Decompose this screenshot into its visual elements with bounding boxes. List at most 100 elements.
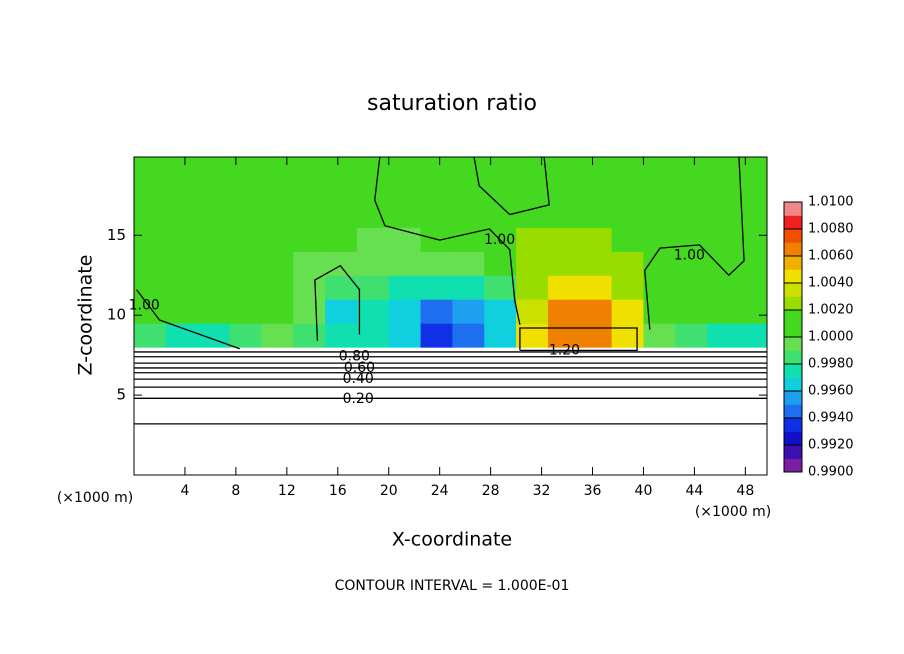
y-tick-label: 15 xyxy=(107,226,126,244)
field-cell xyxy=(643,203,676,228)
field-cell xyxy=(707,251,740,276)
field-cell xyxy=(261,251,294,276)
x-tick-label: 32 xyxy=(533,483,551,499)
field-cell xyxy=(484,157,517,180)
colorbar-swatch xyxy=(784,323,802,338)
colorbar-swatch xyxy=(784,418,802,432)
field-cell xyxy=(261,157,294,180)
field-cell xyxy=(547,275,581,300)
field-cell xyxy=(516,323,549,348)
field-cell xyxy=(516,179,549,204)
field-cell xyxy=(738,179,767,204)
field-cell xyxy=(707,275,740,300)
field-cell xyxy=(420,251,453,276)
contour-line xyxy=(374,157,521,325)
field-cell xyxy=(547,157,581,180)
field-cell xyxy=(356,323,390,348)
chart-title: saturation ratio xyxy=(367,91,537,116)
field-cell xyxy=(197,203,231,228)
field-cell xyxy=(611,275,644,300)
contour-line xyxy=(136,289,240,350)
field-cell xyxy=(420,157,453,180)
field-cell xyxy=(707,323,740,348)
field-cell xyxy=(420,179,453,204)
x-tick-label: 36 xyxy=(584,483,602,499)
field-cell xyxy=(197,251,231,276)
field-cell xyxy=(516,251,549,276)
field-cell xyxy=(388,251,422,276)
x-tick-label: 16 xyxy=(329,483,347,499)
x-tick-label: 20 xyxy=(380,483,398,499)
colorbar-swatch xyxy=(784,364,802,378)
field-cell xyxy=(388,179,422,204)
contour-line xyxy=(519,327,638,352)
field-cell xyxy=(707,299,740,324)
contour-label: 0.60 xyxy=(344,360,375,376)
field-cell xyxy=(134,157,167,180)
field-cell xyxy=(675,157,708,180)
x-tick-label: 8 xyxy=(231,483,240,499)
contour-label: 0.20 xyxy=(343,391,374,407)
colorbar-swatch xyxy=(784,391,802,405)
field-cell xyxy=(452,251,485,276)
contour-line xyxy=(473,157,550,216)
field-cell xyxy=(579,203,613,228)
colorbar-tick-label: 1.0100 xyxy=(808,195,854,210)
field-cell xyxy=(707,179,740,204)
colorbar-tick-label: 1.0060 xyxy=(808,249,854,264)
y-tick-label: 10 xyxy=(107,306,126,324)
field-cell xyxy=(738,323,767,348)
colorbar-swatch xyxy=(784,377,802,392)
field-cell xyxy=(134,275,167,300)
field-cell xyxy=(388,299,422,324)
field-cell xyxy=(293,179,326,204)
colorbar-swatch xyxy=(784,445,802,459)
x-tick-label: 4 xyxy=(180,483,189,499)
colorbar-tick-label: 0.9920 xyxy=(808,438,854,453)
field-cell xyxy=(547,203,581,228)
axes: 1.001.001.001.200.800.600.400.204 8 12 16 20… xyxy=(107,156,854,499)
field-cell xyxy=(516,299,549,324)
field-cell xyxy=(611,227,644,252)
colorbar-swatch xyxy=(784,431,802,446)
field-cell xyxy=(165,179,199,204)
field-cell xyxy=(325,227,358,252)
y-axis-label: Z-coordinate xyxy=(75,255,97,376)
field-cell xyxy=(579,227,613,252)
field-cell xyxy=(197,227,231,252)
field-cell xyxy=(547,251,581,276)
colorbar-tick-label: 0.9900 xyxy=(808,465,854,480)
field-cell xyxy=(261,299,294,324)
field-cell xyxy=(675,251,708,276)
contours xyxy=(134,157,767,425)
colorbar-tick-label: 1.0080 xyxy=(808,222,854,237)
colorbar-swatch xyxy=(784,215,802,230)
field-cell xyxy=(579,179,613,204)
field-cell xyxy=(197,275,231,300)
contour-label: 1.00 xyxy=(674,247,705,263)
field-cell xyxy=(579,157,613,180)
field-cell xyxy=(165,251,199,276)
field-cell xyxy=(229,299,262,324)
field-cell xyxy=(134,227,167,252)
contour-line xyxy=(644,157,745,330)
field-cell xyxy=(261,179,294,204)
field-cell xyxy=(293,157,326,180)
field-cell xyxy=(420,275,453,300)
contour-label: 0.40 xyxy=(343,371,374,387)
field-cell xyxy=(165,323,199,348)
field-cell xyxy=(675,179,708,204)
field-cell xyxy=(516,227,549,252)
field-cell xyxy=(484,275,517,300)
field-cell xyxy=(325,179,358,204)
x-axis-label: X-coordinate xyxy=(392,529,512,551)
field-cell xyxy=(134,299,167,324)
x-tick-label: 28 xyxy=(482,483,500,499)
field-cell xyxy=(261,203,294,228)
x-tick-label: 12 xyxy=(278,483,296,499)
field-cell xyxy=(452,203,485,228)
field-cell xyxy=(452,299,485,324)
field-cell xyxy=(420,203,453,228)
colorbar-swatch xyxy=(784,202,802,216)
